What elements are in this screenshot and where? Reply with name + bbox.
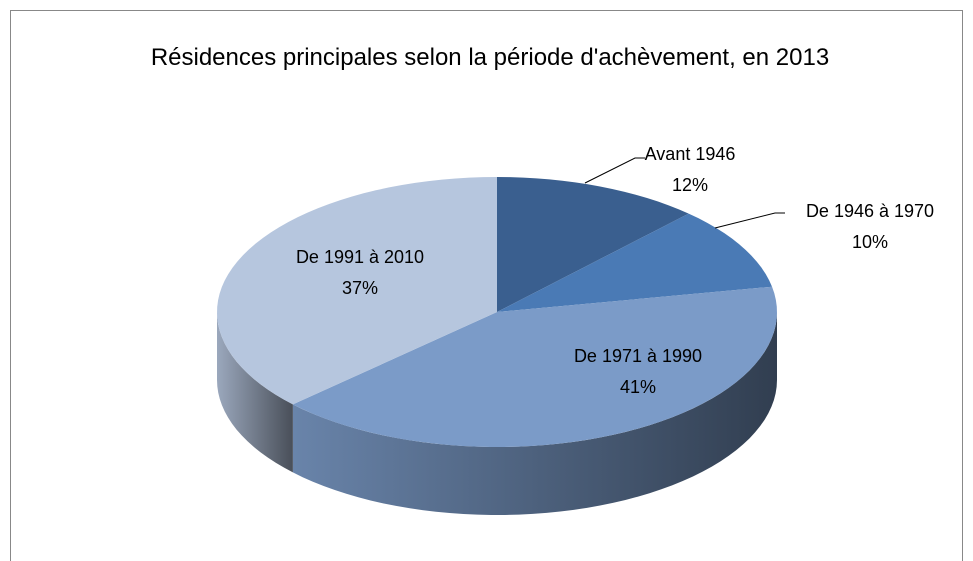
slice-label: De 1946 à 1970 bbox=[806, 201, 934, 221]
pie-slice bbox=[217, 177, 497, 405]
pie-side bbox=[217, 312, 293, 473]
pie-slice bbox=[497, 177, 689, 312]
value-label: 37% bbox=[342, 278, 378, 298]
slice-label: De 1971 à 1990 bbox=[574, 346, 702, 366]
chart-title: Résidences principales selon la période … bbox=[150, 44, 830, 71]
leader-line bbox=[714, 212, 785, 229]
value-label: 12% bbox=[672, 175, 708, 195]
leader-line bbox=[584, 157, 645, 184]
value-label: 41% bbox=[620, 377, 656, 397]
pie-side bbox=[292, 312, 777, 515]
pie-slice bbox=[497, 213, 773, 312]
value-label: 10% bbox=[852, 232, 888, 252]
slice-label: Avant 1946 bbox=[645, 144, 736, 164]
chart-border bbox=[10, 10, 963, 561]
pie-slice bbox=[292, 286, 777, 447]
slice-label: De 1991 à 2010 bbox=[296, 247, 424, 267]
